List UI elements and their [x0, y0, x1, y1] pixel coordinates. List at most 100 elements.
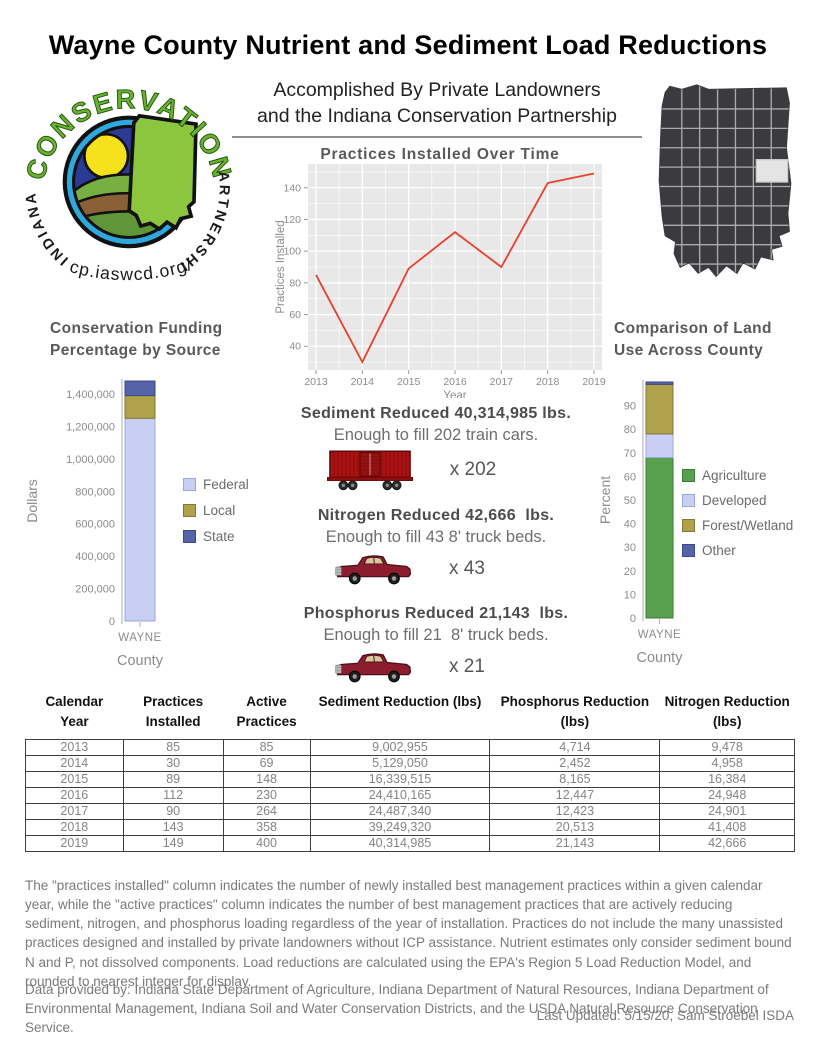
pickup-truck-icon: [331, 550, 419, 588]
category-label: WAYNE: [118, 632, 161, 644]
bar-segment-forest-wetland: [645, 383, 674, 435]
table-cell: 41,408: [659, 818, 795, 836]
subtitle: Accomplished By Private Landowners and t…: [232, 78, 642, 139]
landuse-legend: Agriculture Developed Forest/Wetland Other: [682, 468, 793, 558]
line-chart-title: Practices Installed Over Time: [320, 146, 560, 163]
table-cell: 24,901: [659, 802, 795, 820]
y-tick-label: 200,000: [75, 584, 115, 596]
y-tick-label: 80: [624, 424, 636, 436]
nitrogen-reduction-block: Nitrogen Reduced 42,666 lbs. Enough to f…: [243, 506, 629, 588]
column-header: Sediment Reduction (lbs): [318, 694, 482, 709]
table-cell: 2019: [25, 834, 124, 852]
landuse-bar-chart: 0 10 20 30 40 50 60 70 80 90 WAYNE County Percent: [600, 380, 683, 666]
y-tick-label: 400,000: [75, 551, 115, 563]
x-axis-label: County: [117, 653, 164, 669]
legend-item-other: Other: [682, 543, 793, 558]
table-cell: 2015: [25, 770, 124, 788]
last-updated: Last Updated: 5/15/20, Sam Stroebel ISDA: [536, 1008, 794, 1023]
y-tick-label: 40: [289, 341, 301, 353]
legend-label: Developed: [702, 493, 767, 508]
legend-label: Federal: [203, 477, 249, 492]
sediment-reduction-block: Sediment Reduced 40,314,985 lbs. Enough …: [243, 404, 629, 492]
svg-text:INDIANA: INDIANA: [23, 190, 72, 268]
table-cell: 5,129,050: [309, 754, 491, 772]
y-tick-label: 50: [624, 495, 636, 507]
y-tick-label: 70: [624, 448, 636, 460]
x-axis-label: Year: [443, 390, 466, 398]
table-cell: 40,314,985: [309, 834, 491, 852]
x-tick-label: 2018: [536, 376, 560, 388]
table-cell: 2016: [25, 786, 124, 804]
y-tick-label: 10: [624, 589, 636, 601]
bar-segment-developed: [645, 433, 674, 459]
table-cell: 148: [222, 770, 311, 788]
table-cell: 21,143: [489, 834, 661, 852]
table-cell: 9,478: [659, 738, 795, 756]
subtitle-divider: [232, 136, 642, 139]
y-tick-label: 1,400,000: [66, 389, 115, 401]
y-tick-label: 120: [283, 214, 301, 226]
x-tick-label: 2014: [351, 376, 375, 388]
train-car-icon: [320, 448, 420, 492]
table-row: 2019 149 400 40,314,985 21,143 42,666: [25, 834, 795, 852]
sediment-subtext: Enough to fill 202 train cars.: [333, 426, 539, 444]
y-tick-label: 0: [630, 613, 636, 625]
table-cell: 8,165: [489, 770, 661, 788]
practices-line-series: [315, 172, 595, 365]
x-tick-label: 2019: [582, 376, 606, 388]
table-cell: 2018: [25, 818, 124, 836]
table-cell: 85: [122, 738, 224, 756]
landuse-chart-title: Comparison of Land Use Across County: [614, 320, 772, 359]
icp-logo: CONSERVATION INDIANA PARTNERSHIP icp.ias…: [20, 70, 236, 284]
legend-item-agriculture: Agriculture: [682, 468, 793, 483]
legend-item-developed: Developed: [682, 493, 793, 508]
y-tick-label: 0: [109, 616, 115, 628]
phosphorus-subtext: Enough to fill 21 8' truck beds.: [323, 626, 549, 644]
table-cell: 24,487,340: [309, 802, 491, 820]
practices-line-chart: 40 60 80 100 120 140 2013 2014 2015 2016 2017 2018 2…: [275, 164, 606, 398]
page-title: Wayne County Nutrient and Sediment Load …: [48, 30, 768, 60]
table-cell: 24,410,165: [309, 786, 491, 804]
phosphorus-multiplier: x 21: [449, 656, 485, 677]
indiana-silhouette-icon: [127, 113, 198, 232]
reductions-section: Sediment Reduced 40,314,985 lbs. Enough …: [243, 400, 629, 686]
table-section: Calendar Year Practices Installed Active P…: [25, 692, 795, 852]
phosphorus-reduction-block: Phosphorus Reduced 21,143 lbs. Enough to…: [243, 604, 629, 686]
nitrogen-subtext: Enough to fill 43 8' truck beds.: [325, 528, 547, 546]
column-header: Active Practices: [236, 694, 297, 730]
table-cell: 112: [122, 786, 224, 804]
table-cell: 2017: [25, 802, 124, 820]
funding-bar-chart: 0 200,000 400,000 600,000 800,000 1,000,000 1,…: [25, 379, 164, 669]
table-cell: 149: [122, 834, 224, 852]
y-tick-label: 20: [624, 566, 636, 578]
legend-label: Local: [203, 503, 236, 518]
table-cell: 69: [222, 754, 311, 772]
table-row: 2013 85 85 9,002,955 4,714 9,478: [25, 738, 795, 756]
column-header: Phosphorus Reduction (lbs): [500, 694, 650, 730]
table-row: 2018 143 358 39,249,320 20,513 41,408: [25, 818, 795, 836]
legend-label: State: [203, 529, 235, 544]
legend-label: Forest/Wetland: [702, 518, 794, 533]
table-cell: 20,513: [489, 818, 661, 836]
legend-swatch: [682, 469, 695, 482]
table-cell: 16,384: [659, 770, 795, 788]
bar-segment-local: [124, 395, 156, 419]
legend-label: Agriculture: [702, 468, 767, 483]
load-reductions-table: Calendar Year Practices Installed Active P…: [25, 692, 795, 852]
y-axis-label: Practices Installed: [275, 220, 287, 313]
y-tick-label: 60: [289, 309, 301, 321]
table-cell: 16,339,515: [309, 770, 491, 788]
table-row: 2016 112 230 24,410,165 12,447 24,948: [25, 786, 795, 804]
y-tick-label: 100: [283, 246, 301, 258]
nitrogen-heading: Nitrogen Reduced 42,666 lbs.: [317, 507, 555, 524]
y-tick-label: 1,200,000: [66, 421, 115, 433]
notes-paragraph: The "practices installed" column indicat…: [25, 878, 792, 989]
table-row: 2014 30 69 5,129,050 2,452 4,958: [25, 754, 795, 772]
table-cell: 400: [222, 834, 311, 852]
x-tick-label: 2015: [397, 376, 421, 388]
table-cell: 42,666: [659, 834, 795, 852]
gridlines: [308, 164, 602, 370]
header-row: Calendar Year Practices Installed Active P…: [26, 692, 795, 739]
table-cell: 39,249,320: [309, 818, 491, 836]
